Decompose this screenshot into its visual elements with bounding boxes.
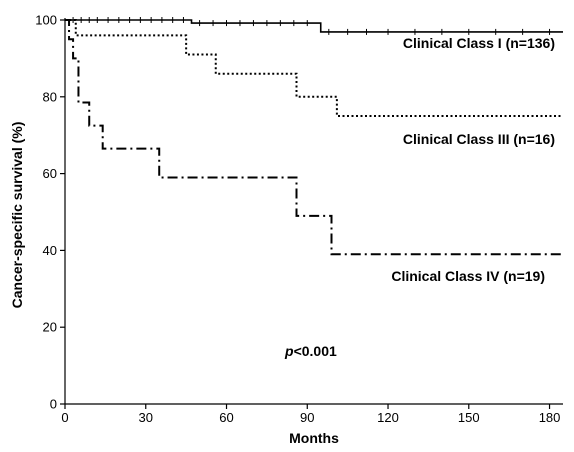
series-label-class-iv: Clinical Class IV (n=19) [391,268,545,284]
survival-curve-1 [65,19,563,33]
y-tick-label: 40 [43,243,57,258]
y-tick-label: 80 [43,89,57,104]
p-value-annotation: p<0.001 [284,343,337,359]
y-axis-title: Cancer-specific survival (%) [9,122,25,309]
axes [64,18,563,405]
series-layer [65,17,563,256]
ticks: 0 30 60 90 120 150 180 0 20 40 60 80 100 [35,13,560,426]
x-tick-label: 60 [219,410,233,425]
y-tick-label: 100 [35,13,57,28]
survival-curve-2 [65,19,563,117]
x-tick-label: 180 [539,410,561,425]
p-value-text: <0.001 [294,343,337,359]
series-label-class-i: Clinical Class I (n=136) [403,35,555,51]
y-tick-label: 20 [43,320,57,335]
x-tick-label: 30 [139,410,153,425]
labels: Clinical Class I (n=136) Clinical Class … [9,35,555,446]
x-tick-label: 0 [61,410,68,425]
x-tick-label: 120 [377,410,399,425]
x-tick-label: 150 [458,410,480,425]
y-tick-label: 0 [50,397,57,412]
survival-curve-3 [65,19,563,256]
x-axis-title: Months [289,430,339,446]
x-tick-label: 90 [300,410,314,425]
p-value-symbol: p [284,343,294,359]
y-tick-label: 60 [43,166,57,181]
series-label-class-iii: Clinical Class III (n=16) [403,131,555,147]
